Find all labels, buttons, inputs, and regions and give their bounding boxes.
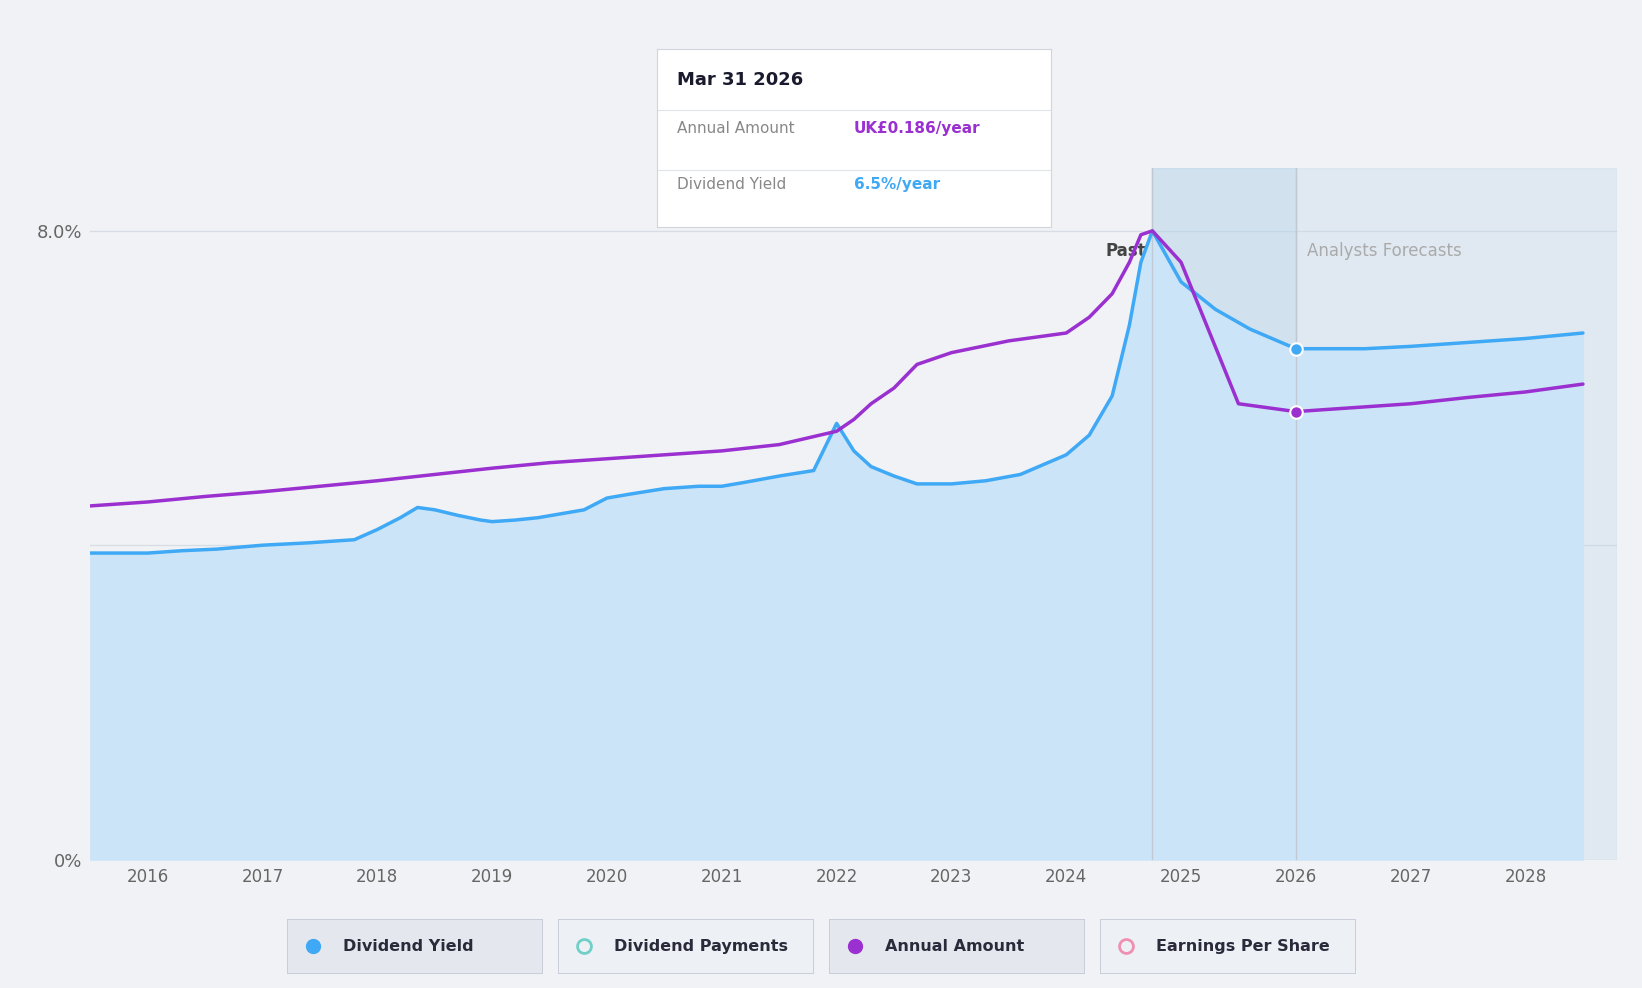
Text: Mar 31 2026: Mar 31 2026 [677, 71, 803, 89]
Text: 6.5%/year: 6.5%/year [854, 178, 939, 193]
Text: Dividend Payments: Dividend Payments [614, 939, 788, 953]
Text: UK£0.186/year: UK£0.186/year [854, 121, 980, 135]
Text: Annual Amount: Annual Amount [885, 939, 1025, 953]
Text: Annual Amount: Annual Amount [677, 121, 795, 135]
Bar [1153, 168, 1296, 860]
Bar [1296, 168, 1617, 860]
Text: Dividend Yield: Dividend Yield [677, 178, 787, 193]
Text: Past: Past [1107, 242, 1146, 260]
Text: Dividend Yield: Dividend Yield [343, 939, 475, 953]
Text: Earnings Per Share: Earnings Per Share [1156, 939, 1330, 953]
Text: Analysts Forecasts: Analysts Forecasts [1307, 242, 1461, 260]
